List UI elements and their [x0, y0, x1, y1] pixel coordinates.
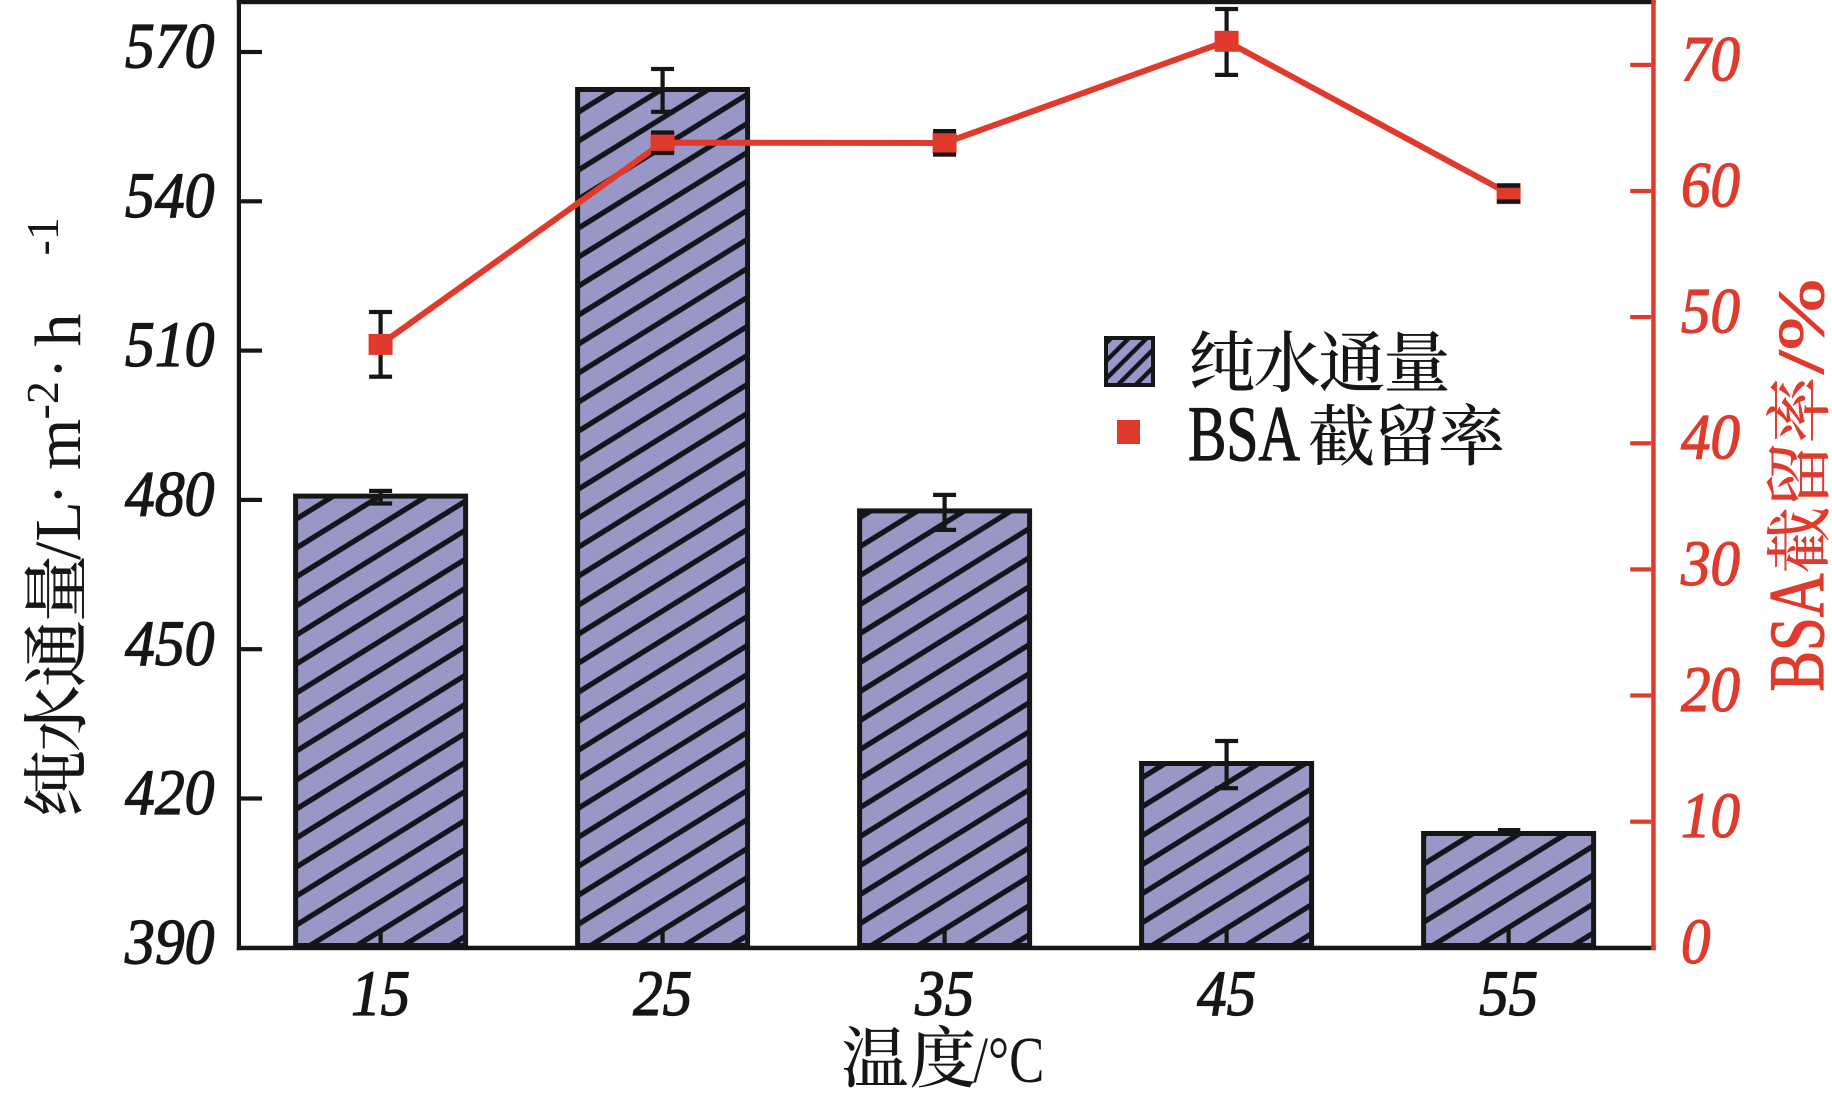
svg-text:70: 70 — [1681, 23, 1740, 95]
svg-text:10: 10 — [1681, 780, 1740, 852]
svg-text:570: 570 — [125, 11, 215, 83]
svg-text:/°C: /°C — [973, 1024, 1044, 1097]
svg-text:/L·m-2·h-1: /L·m-2·h-1 — [17, 217, 95, 560]
svg-text:420: 420 — [125, 757, 215, 829]
svg-text:15: 15 — [351, 958, 410, 1030]
svg-text:45: 45 — [1197, 958, 1256, 1030]
svg-text:510: 510 — [125, 309, 215, 381]
svg-text:BSA: BSA — [1188, 390, 1300, 477]
svg-text:480: 480 — [125, 459, 215, 531]
svg-text:540: 540 — [125, 160, 215, 232]
svg-text:390: 390 — [124, 906, 214, 978]
svg-text:BSA: BSA — [1753, 574, 1832, 692]
svg-text:55: 55 — [1479, 958, 1538, 1030]
svg-text:60: 60 — [1681, 149, 1740, 221]
svg-text:30: 30 — [1680, 528, 1740, 600]
svg-text:40: 40 — [1681, 402, 1740, 474]
svg-text:0: 0 — [1681, 906, 1711, 978]
svg-text:20: 20 — [1681, 654, 1740, 726]
svg-text:450: 450 — [125, 608, 215, 680]
svg-text:35: 35 — [914, 958, 974, 1030]
svg-text:50: 50 — [1681, 276, 1740, 348]
svg-text:25: 25 — [633, 958, 692, 1030]
svg-text:/%: /% — [1765, 279, 1832, 374]
